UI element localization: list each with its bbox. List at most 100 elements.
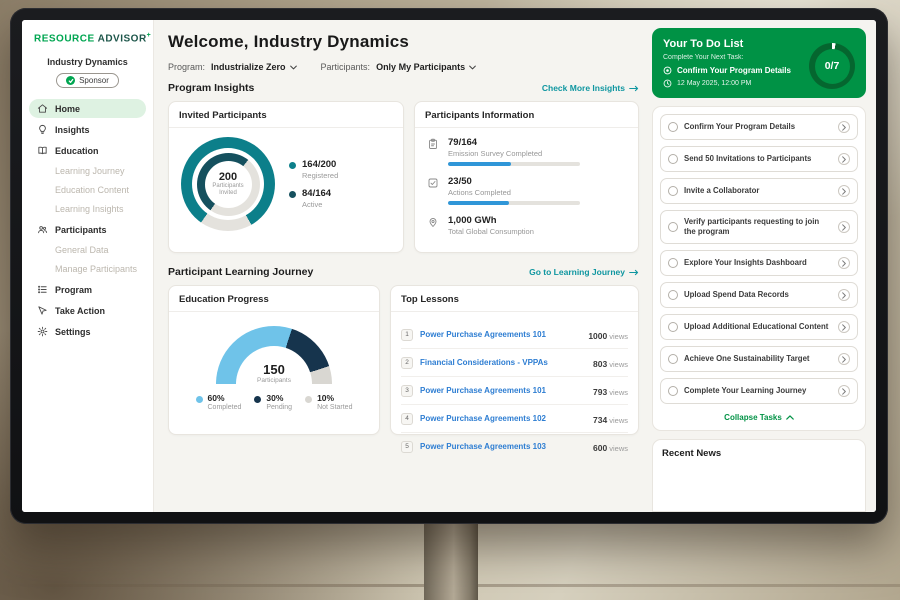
org-name: Industry Dynamics (47, 57, 128, 68)
task-checkbox-icon[interactable] (668, 386, 678, 397)
insights-cards-row: Invited Participants 200 Participants In… (168, 101, 639, 253)
task-item[interactable]: Explore Your Insights Dashboard (660, 250, 858, 277)
sidebar: RESOURCE ADVISOR+ Industry Dynamics Spon… (22, 20, 154, 512)
sidebar-item-learning-journey[interactable]: Learning Journey (55, 166, 125, 177)
chevron-right-icon[interactable] (838, 353, 850, 366)
todo-subtitle: Complete Your Next Task: (663, 54, 744, 61)
task-checkbox-icon[interactable] (668, 290, 678, 301)
program-dropdown[interactable]: Industrialize Zero (211, 62, 297, 72)
clipboard-icon (425, 137, 440, 166)
lesson-views: 600 views (593, 442, 628, 453)
sidebar-item-participants[interactable]: Participants (29, 220, 146, 239)
gauge-center: 150 Participants (216, 362, 332, 384)
lesson-link[interactable]: Financial Considerations - VPPAs (420, 358, 548, 367)
link-label: Check More Insights (541, 83, 625, 93)
task-checkbox-icon[interactable] (668, 186, 678, 196)
recent-news-panel: Recent News (652, 439, 866, 512)
learning-journey-title: Participant Learning Journey (168, 266, 314, 278)
chevron-right-icon[interactable] (838, 289, 850, 302)
program-insights-header: Program Insights Check More Insights (168, 82, 639, 94)
clock-icon (663, 79, 672, 88)
people-icon (37, 224, 48, 235)
tasks-panel: Confirm Your Program Details Send 50 Inv… (652, 106, 866, 432)
task-item[interactable]: Send 50 Invitations to Participants (660, 146, 858, 172)
sponsor-badge[interactable]: Sponsor (56, 73, 119, 89)
lesson-link[interactable]: Power Purchase Agreements 102 (420, 414, 546, 423)
task-item[interactable]: Upload Additional Educational Content (660, 314, 858, 341)
todo-panel: Your To Do List Complete Your Next Task:… (652, 28, 866, 512)
task-checkbox-icon[interactable] (668, 354, 678, 365)
card-title: Top Lessons (391, 294, 638, 312)
recent-news-title: Recent News (662, 448, 722, 460)
lesson-link[interactable]: Power Purchase Agreements 101 (420, 386, 546, 395)
task-item[interactable]: Confirm Your Program Details (660, 114, 858, 140)
location-pin-icon (425, 215, 440, 240)
participants-filter-label: Participants: (320, 62, 371, 72)
sponsor-icon (66, 76, 76, 86)
task-checkbox-icon[interactable] (668, 222, 678, 233)
stat-label: Actions Completed (448, 188, 511, 197)
task-item[interactable]: Verify participants requesting to join t… (660, 210, 858, 245)
sidebar-item-program[interactable]: Program (29, 280, 146, 299)
logo-secondary: ADVISOR (97, 33, 147, 45)
lesson-link[interactable]: Power Purchase Agreements 101 (420, 330, 546, 339)
cursor-icon (37, 305, 48, 316)
task-item[interactable]: Achieve One Sustainability Target (660, 346, 858, 373)
card-title: Participants Information (415, 110, 638, 128)
sidebar-item-take-action[interactable]: Take Action (29, 301, 146, 320)
task-checkbox-icon[interactable] (668, 154, 678, 164)
gauge-legend: 60% Completed 30% Pending (195, 393, 352, 411)
chevron-right-icon[interactable] (838, 185, 850, 197)
participants-dropdown[interactable]: Only My Participants (376, 62, 476, 72)
sidebar-item-manage-participants[interactable]: Manage Participants (55, 264, 138, 275)
registered-value: 164/200 (302, 159, 337, 170)
page-title: Welcome, Industry Dynamics (168, 32, 410, 51)
registered-dot (289, 162, 296, 169)
task-checkbox-icon[interactable] (668, 122, 678, 132)
sidebar-item-insights[interactable]: Insights (29, 120, 146, 139)
logo-plus: + (146, 32, 152, 39)
chevron-right-icon[interactable] (838, 153, 850, 165)
task-item[interactable]: Complete Your Learning Journey (660, 378, 858, 405)
sidebar-item-general-data[interactable]: General Data (55, 245, 109, 256)
program-insights-title: Program Insights (168, 82, 255, 94)
sidebar-item-education[interactable]: Education (29, 141, 146, 160)
sidebar-item-home[interactable]: Home (29, 99, 146, 119)
active-label: Active (302, 200, 323, 209)
sidebar-item-education-content[interactable]: Education Content (55, 185, 130, 196)
lesson-rank: 2 (401, 356, 413, 369)
main-content: Welcome, Industry Dynamics Program: Indu… (168, 28, 639, 512)
logo-primary: RESOURCE (34, 33, 95, 45)
completed-dot (195, 396, 203, 403)
sidebar-item-learning-insights[interactable]: Learning Insights (55, 204, 124, 215)
pending-pct: 30% (266, 393, 284, 403)
task-item[interactable]: Upload Spend Data Records (660, 282, 858, 309)
chevron-right-icon[interactable] (838, 121, 850, 133)
card-title: Education Progress (169, 294, 379, 312)
sidebar-item-label: Home (55, 103, 81, 114)
task-checkbox-icon[interactable] (668, 322, 678, 333)
completed-pct: 60% (207, 393, 225, 403)
registered-label: Registered (302, 171, 339, 180)
chevron-right-icon[interactable] (838, 385, 850, 398)
learning-journey-header: Participant Learning Journey Go to Learn… (168, 266, 639, 278)
chevron-down-icon (469, 65, 476, 70)
task-checkbox-icon[interactable] (668, 258, 678, 269)
chevron-right-icon[interactable] (838, 221, 850, 234)
chevron-right-icon[interactable] (838, 321, 850, 334)
todo-progress-ring: 0/7 (809, 43, 855, 89)
task-item[interactable]: Invite a Collaborator (660, 178, 858, 204)
pending-dot (254, 396, 262, 403)
learning-cards-row: Education Progress 150 Participants (168, 285, 639, 453)
check-square-icon (425, 176, 440, 205)
check-more-insights-link[interactable]: Check More Insights (542, 83, 639, 93)
circle-dot-icon (663, 66, 672, 75)
sidebar-item-settings[interactable]: Settings (29, 322, 146, 341)
arrow-right-icon (629, 85, 639, 92)
collapse-tasks-link[interactable]: Collapse Tasks (660, 410, 858, 428)
stat-value: 1,000 GWh (448, 215, 497, 226)
lesson-link[interactable]: Power Purchase Agreements 103 (420, 442, 546, 451)
pending-label: Pending (266, 404, 293, 411)
go-to-learning-journey-link[interactable]: Go to Learning Journey (529, 267, 639, 277)
chevron-right-icon[interactable] (838, 257, 850, 270)
